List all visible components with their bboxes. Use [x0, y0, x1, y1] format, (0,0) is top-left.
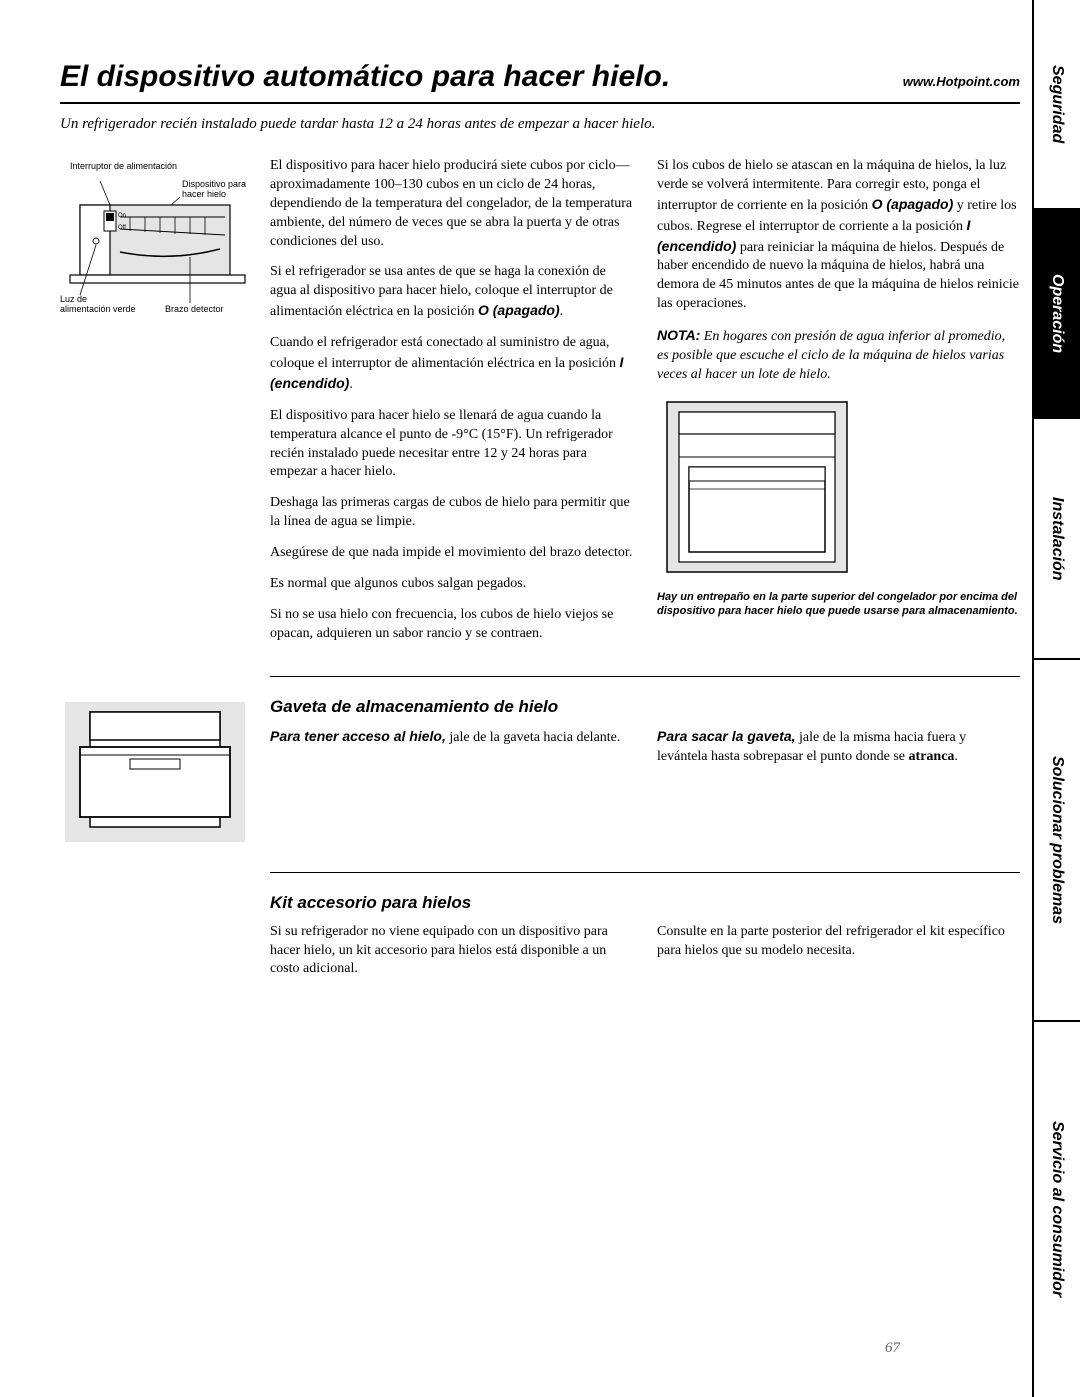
kit-left: Si su refrigerador no viene equipado con… [270, 923, 633, 992]
svg-text:Luz dealimentación verde: Luz dealimentación verde [60, 294, 136, 314]
divider [270, 676, 1020, 677]
gaveta-right: Para sacar la gaveta, jale de la misma h… [657, 727, 1020, 779]
svg-text:Brazo detector: Brazo detector [165, 304, 224, 314]
kit-right: Consulte en la parte posterior del refri… [657, 923, 1020, 992]
section-kit: Kit accesorio para hielos Si su refriger… [60, 893, 1020, 992]
para-nota: NOTA: En hogares con presión de agua inf… [657, 326, 1020, 385]
page-content: El dispositivo automático para hacer hie… [0, 0, 1080, 1397]
page-title: El dispositivo automático para hacer hie… [60, 60, 670, 94]
subheading-kit: Kit accesorio para hielos [270, 893, 1020, 913]
para: Para tener acceso al hielo, jale de la g… [270, 727, 633, 748]
para: Cuando el refrigerador está conectado al… [270, 334, 633, 395]
para: Es normal que algunos cubos salgan pegad… [270, 575, 633, 594]
para: Para sacar la gaveta, jale de la misma h… [657, 727, 1020, 767]
section-gaveta: Gaveta de almacenamiento de hielo Para t… [60, 697, 1020, 852]
subheading-gaveta: Gaveta de almacenamiento de hielo [270, 697, 1020, 717]
main-columns: El dispositivo para hacer hielo producir… [270, 157, 1020, 656]
column-left: El dispositivo para hacer hielo producir… [270, 157, 633, 656]
header: El dispositivo automático para hacer hie… [60, 60, 1020, 104]
icemaker-diagram: Interruptor de alimentación Dispositivo … [60, 157, 250, 656]
para: Si los cubos de hielo se atascan en la m… [657, 157, 1020, 314]
page-number: 67 [885, 1340, 900, 1357]
para: Deshaga las primeras cargas de cubos de … [270, 494, 633, 532]
svg-text:On: On [118, 213, 126, 219]
divider [270, 872, 1020, 873]
svg-text:Dispositivo parahacer hielo: Dispositivo parahacer hielo [182, 179, 246, 199]
intro-text: Un refrigerador recién instalado puede t… [60, 116, 1020, 133]
gaveta-content: Gaveta de almacenamiento de hielo Para t… [270, 697, 1020, 852]
para: Si el refrigerador se usa antes de que s… [270, 263, 633, 322]
para: Si no se usa hielo con frecuencia, los c… [270, 606, 633, 644]
para: El dispositivo para hacer hielo se llena… [270, 407, 633, 483]
para: Consulte en la parte posterior del refri… [657, 923, 1020, 961]
kit-content: Kit accesorio para hielos Si su refriger… [270, 893, 1020, 992]
para: Si su refrigerador no viene equipado con… [270, 923, 633, 980]
page-url: www.Hotpoint.com [903, 74, 1020, 89]
para: Asegúrese de que nada impide el movimien… [270, 544, 633, 563]
column-right: Si los cubos de hielo se atascan en la m… [657, 157, 1020, 656]
label-power-switch: Interruptor de alimentación [70, 161, 177, 171]
para: El dispositivo para hacer hielo producir… [270, 157, 633, 251]
main-section: Interruptor de alimentación Dispositivo … [60, 157, 1020, 656]
freezer-illustration: Hay un entrepaño en la parte superior de… [657, 397, 1020, 618]
gaveta-left: Para tener acceso al hielo, jale de la g… [270, 727, 633, 779]
kit-spacer [60, 893, 250, 992]
bin-illustration [60, 697, 250, 852]
svg-text:Off: Off [118, 225, 126, 231]
freezer-caption: Hay un entrepaño en la parte superior de… [657, 590, 1020, 619]
